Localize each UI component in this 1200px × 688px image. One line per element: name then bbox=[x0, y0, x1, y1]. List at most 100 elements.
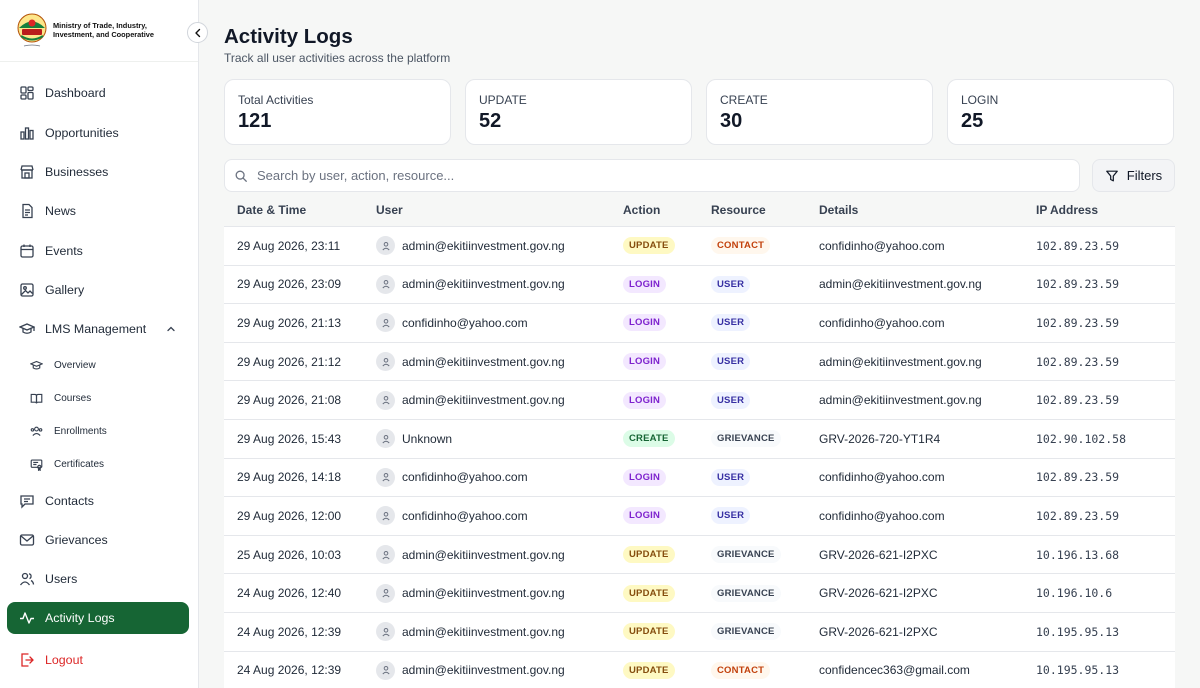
sidebar-item-contacts[interactable]: Contacts bbox=[7, 485, 189, 517]
row-ip: 10.196.13.68 bbox=[1036, 547, 1120, 562]
sidebar-item-activity-logs[interactable]: Activity Logs bbox=[7, 602, 189, 634]
row-details: confidinho@yahoo.com bbox=[819, 470, 945, 485]
sidebar-item-label: Opportunities bbox=[45, 126, 119, 140]
collapse-sidebar-button[interactable] bbox=[187, 22, 208, 43]
sidebar-item-users[interactable]: Users bbox=[7, 563, 189, 595]
column-header[interactable]: Action bbox=[623, 203, 661, 217]
table-row[interactable]: 29 Aug 2026, 21:08 admin@ekitiinvestment… bbox=[224, 381, 1175, 420]
store-icon bbox=[20, 165, 34, 179]
stat-card-total: Total Activities 121 bbox=[224, 79, 451, 145]
row-details: admin@ekitiinvestment.gov.ng bbox=[819, 277, 982, 292]
resource-badge: GRIEVANCE bbox=[711, 623, 781, 641]
sidebar-item-label: Events bbox=[45, 244, 83, 258]
column-header[interactable]: User bbox=[376, 203, 403, 217]
resource-badge: USER bbox=[711, 391, 751, 409]
row-details: GRV-2026-720-YT1R4 bbox=[819, 431, 941, 446]
brand-header: Ministry of Trade, Industry, Investment,… bbox=[0, 0, 208, 62]
document-icon bbox=[22, 203, 33, 219]
stat-label: UPDATE bbox=[479, 93, 527, 107]
row-user: admin@ekitiinvestment.gov.ng bbox=[376, 390, 623, 410]
bar-chart-icon bbox=[20, 127, 34, 140]
row-ip: 102.89.23.59 bbox=[1036, 277, 1120, 292]
row-user-name: admin@ekitiinvestment.gov.ng bbox=[402, 547, 565, 562]
filters-label: Filters bbox=[1126, 168, 1163, 183]
row-ip: 102.89.23.59 bbox=[1036, 315, 1120, 330]
table-row[interactable]: 29 Aug 2026, 21:13 confidinho@yahoo.com … bbox=[224, 304, 1175, 343]
user-icon bbox=[381, 589, 390, 598]
sidebar-subitem-enrollments[interactable]: Enrollments bbox=[30, 419, 107, 443]
row-date: 29 Aug 2026, 21:08 bbox=[237, 393, 342, 408]
sidebar-item-opportunities[interactable]: Opportunities bbox=[7, 117, 189, 149]
sidebar-item-lms-management[interactable]: LMS Management bbox=[7, 313, 189, 345]
search-input[interactable]: Search by user, action, resource... bbox=[224, 159, 1080, 192]
table-row[interactable]: 29 Aug 2026, 23:11 admin@ekitiinvestment… bbox=[224, 227, 1175, 266]
avatar bbox=[376, 236, 395, 256]
table-row[interactable]: 29 Aug 2026, 23:09 admin@ekitiinvestment… bbox=[224, 265, 1175, 305]
table-row[interactable]: 29 Aug 2026, 15:43 Unknown CREATE GRIEVA… bbox=[224, 419, 1175, 459]
row-details: admin@ekitiinvestment.gov.ng bbox=[819, 393, 982, 408]
stat-card-create: CREATE 30 bbox=[706, 79, 933, 145]
row-date: 29 Aug 2026, 23:09 bbox=[237, 277, 342, 292]
logout-button[interactable]: Logout bbox=[7, 644, 189, 676]
sidebar-item-label: Gallery bbox=[45, 283, 85, 297]
table-row[interactable]: 29 Aug 2026, 21:12 admin@ekitiinvestment… bbox=[224, 342, 1175, 382]
table-row[interactable]: 29 Aug 2026, 12:00 confidinho@yahoo.com … bbox=[224, 497, 1175, 536]
sidebar-subitem-courses[interactable]: Courses bbox=[30, 386, 91, 410]
main-content: Activity Logs Track all user activities … bbox=[199, 0, 1200, 688]
activity-icon bbox=[20, 612, 34, 624]
user-icon bbox=[381, 511, 390, 521]
sidebar-subitem-label: Certificates bbox=[54, 458, 105, 470]
row-date: 29 Aug 2026, 21:12 bbox=[237, 354, 342, 369]
action-badge: LOGIN bbox=[623, 391, 667, 409]
table-row[interactable]: 29 Aug 2026, 14:18 confidinho@yahoo.com … bbox=[224, 458, 1175, 498]
action-badge: LOGIN bbox=[623, 275, 667, 293]
user-icon bbox=[381, 666, 390, 675]
resource-badge: USER bbox=[711, 468, 751, 486]
table-row[interactable]: 24 Aug 2026, 12:40 admin@ekitiinvestment… bbox=[224, 574, 1175, 613]
resource-badge: USER bbox=[711, 314, 751, 332]
action-badge: UPDATE bbox=[623, 237, 675, 255]
filters-button[interactable]: Filters bbox=[1092, 159, 1175, 192]
row-user: Unknown bbox=[376, 429, 623, 449]
page-title: Activity Logs bbox=[224, 25, 353, 48]
column-header[interactable]: IP Address bbox=[1036, 203, 1099, 217]
ministry-logo bbox=[16, 13, 48, 49]
sidebar-item-events[interactable]: Events bbox=[7, 235, 189, 267]
avatar bbox=[376, 352, 395, 372]
row-ip: 102.89.23.59 bbox=[1036, 393, 1120, 408]
column-header[interactable]: Date & Time bbox=[237, 203, 307, 217]
column-header[interactable]: Details bbox=[819, 203, 859, 217]
row-user: confidinho@yahoo.com bbox=[376, 467, 623, 487]
row-details: confidinho@yahoo.com bbox=[819, 508, 945, 523]
stat-value: 52 bbox=[479, 110, 502, 132]
mail-icon bbox=[19, 534, 35, 546]
row-ip: 102.89.23.59 bbox=[1036, 470, 1120, 485]
search-icon bbox=[235, 170, 247, 182]
table-row[interactable]: 24 Aug 2026, 12:39 admin@ekitiinvestment… bbox=[224, 612, 1175, 652]
avatar bbox=[376, 506, 395, 526]
sidebar-item-dashboard[interactable]: Dashboard bbox=[7, 77, 189, 109]
sidebar-item-gallery[interactable]: Gallery bbox=[7, 274, 189, 306]
sidebar-item-businesses[interactable]: Businesses bbox=[7, 156, 189, 188]
row-user: confidinho@yahoo.com bbox=[376, 313, 623, 333]
avatar bbox=[376, 583, 395, 603]
sidebar-item-label: Activity Logs bbox=[45, 611, 115, 625]
sidebar-subitem-overview[interactable]: Overview bbox=[30, 353, 96, 377]
table-row[interactable]: 25 Aug 2026, 10:03 admin@ekitiinvestment… bbox=[224, 535, 1175, 575]
column-header[interactable]: Resource bbox=[711, 203, 766, 217]
table-row[interactable]: 24 Aug 2026, 12:39 admin@ekitiinvestment… bbox=[224, 651, 1175, 688]
book-icon bbox=[30, 393, 43, 403]
user-icon bbox=[381, 434, 390, 444]
row-date: 24 Aug 2026, 12:39 bbox=[237, 663, 342, 678]
sidebar-item-grievances[interactable]: Grievances bbox=[7, 524, 189, 556]
sidebar-item-news[interactable]: News bbox=[7, 195, 189, 227]
stat-value: 25 bbox=[961, 110, 984, 132]
avatar bbox=[376, 429, 395, 449]
stat-label: LOGIN bbox=[961, 93, 999, 107]
row-details: GRV-2026-621-I2PXC bbox=[819, 586, 938, 601]
stat-card-login: LOGIN 25 bbox=[947, 79, 1174, 145]
sidebar-subitem-certificates[interactable]: Certificates bbox=[30, 452, 104, 476]
sidebar-item-label: Businesses bbox=[45, 165, 109, 179]
stat-value: 30 bbox=[720, 110, 743, 132]
resource-badge: GRIEVANCE bbox=[711, 546, 781, 564]
